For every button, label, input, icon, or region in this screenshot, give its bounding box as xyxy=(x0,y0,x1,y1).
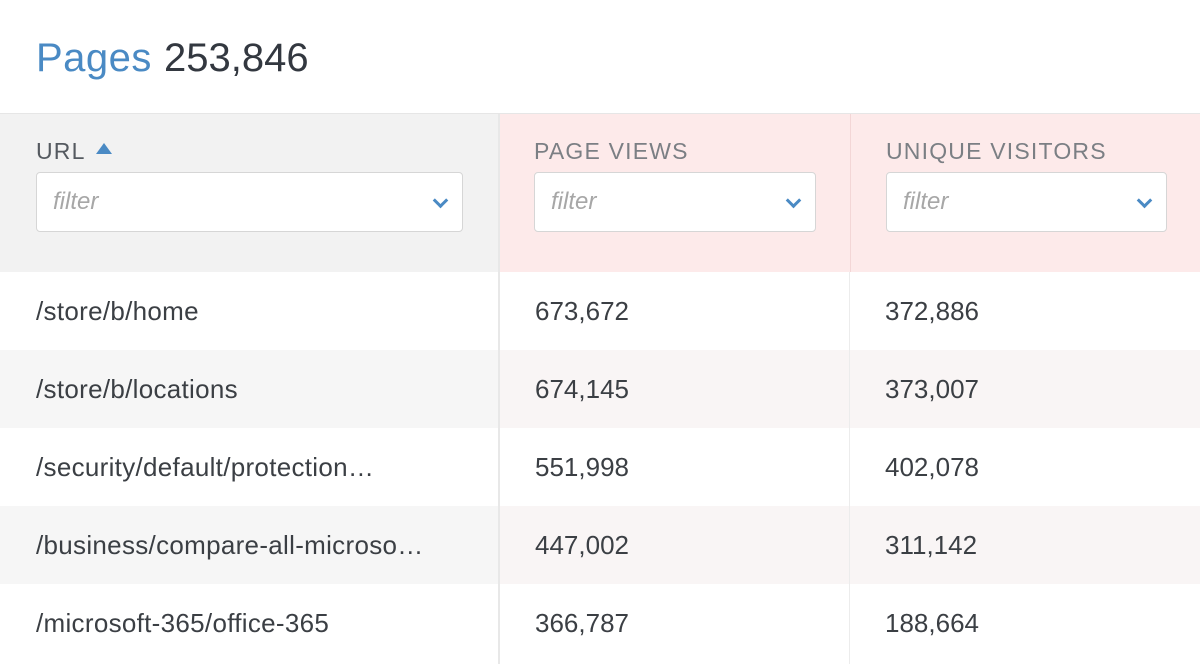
column-divider xyxy=(849,272,850,664)
page-header: Pages 253,846 xyxy=(0,0,1200,114)
table-body: /store/b/home 673,672 372,886 /store/b/l… xyxy=(0,272,1200,662)
page-views-filter-dropdown[interactable] xyxy=(534,172,816,232)
table-row[interactable]: /microsoft-365/office-365 366,787 188,66… xyxy=(0,584,1200,662)
url-cell[interactable]: /store/b/home xyxy=(36,296,199,326)
page-views-cell: 673,672 xyxy=(535,296,629,326)
chevron-down-icon[interactable] xyxy=(785,192,802,209)
url-cell[interactable]: /store/b/locations xyxy=(0,350,498,428)
unique-visitors-cell: 311,142 xyxy=(850,506,1200,584)
page-views-filter-input[interactable] xyxy=(551,183,761,221)
page-views-cell: 366,787 xyxy=(535,608,629,638)
unique-visitors-cell: 372,886 xyxy=(885,296,979,326)
column-label-url[interactable]: URL xyxy=(36,138,86,164)
page-views-cell: 674,145 xyxy=(500,350,849,428)
url-cell[interactable]: /business/compare-all-microso… xyxy=(0,506,498,584)
chevron-down-icon[interactable] xyxy=(432,192,449,209)
unique-visitors-cell: 188,664 xyxy=(885,608,979,638)
pages-table: URL PAGE VIEWS UNIQUE VISITORS /store/b/… xyxy=(0,114,1200,664)
column-header-url[interactable]: URL xyxy=(0,114,498,272)
unique-visitors-filter-input[interactable] xyxy=(903,183,1112,221)
chevron-down-icon[interactable] xyxy=(1136,192,1153,209)
page-views-cell: 447,002 xyxy=(500,506,849,584)
page-views-cell: 551,998 xyxy=(535,452,629,482)
url-cell[interactable]: /security/default/protection… xyxy=(36,452,375,482)
unique-visitors-cell: 373,007 xyxy=(850,350,1200,428)
sort-ascending-icon[interactable] xyxy=(96,143,112,154)
table-row[interactable]: /security/default/protection… 551,998 40… xyxy=(0,428,1200,506)
column-label-page-views[interactable]: PAGE VIEWS xyxy=(534,138,689,164)
page-title: Pages xyxy=(36,36,152,80)
column-label-unique-visitors[interactable]: UNIQUE VISITORS xyxy=(886,138,1107,164)
url-filter-dropdown[interactable] xyxy=(36,172,463,232)
table-row[interactable]: /store/b/home 673,672 372,886 xyxy=(0,272,1200,350)
column-header-page-views[interactable]: PAGE VIEWS xyxy=(500,114,850,272)
url-filter-input[interactable] xyxy=(53,183,408,221)
page-count: 253,846 xyxy=(164,36,309,80)
column-header-unique-visitors[interactable]: UNIQUE VISITORS xyxy=(850,114,1200,272)
unique-visitors-filter-dropdown[interactable] xyxy=(886,172,1167,232)
table-row[interactable]: /store/b/locations 674,145 373,007 xyxy=(0,350,1200,428)
table-row[interactable]: /business/compare-all-microso… 447,002 3… xyxy=(0,506,1200,584)
url-cell[interactable]: /microsoft-365/office-365 xyxy=(36,608,330,638)
unique-visitors-cell: 402,078 xyxy=(885,452,979,482)
column-divider xyxy=(498,114,500,664)
